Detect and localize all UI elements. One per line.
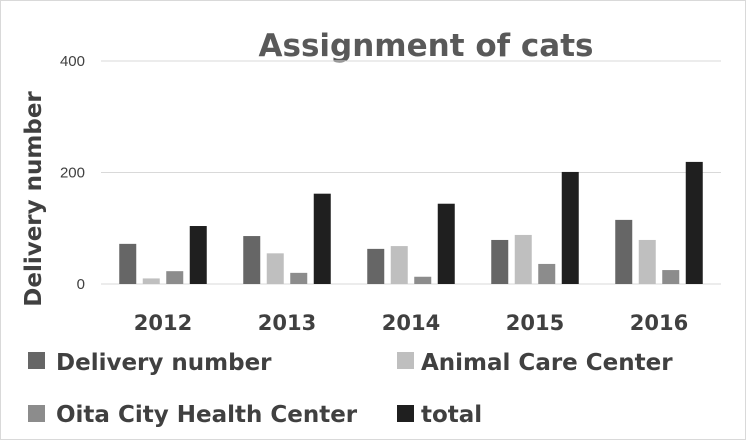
bar-2013-delivery-number <box>243 236 261 284</box>
bar-2014-animal-care-center <box>390 246 408 284</box>
x-tick-label-2014: 2014 <box>382 311 440 335</box>
x-tick-label-2013: 2013 <box>258 311 316 335</box>
bar-2014-oita-city-health-center <box>414 276 432 284</box>
bar-2014-delivery-number <box>367 248 385 284</box>
bar-2016-total <box>685 161 703 284</box>
bar-2012-delivery-number <box>119 243 137 284</box>
legend-swatch-oita-city-health-center <box>28 405 45 422</box>
bar-2016-oita-city-health-center <box>662 270 680 284</box>
bar-2012-animal-care-center <box>142 278 160 284</box>
bar-2016-animal-care-center <box>638 239 656 284</box>
chart-title: Assignment of cats <box>259 28 594 64</box>
x-tick-labels: 2012 2013 2014 2015 2016 <box>134 311 688 335</box>
bar-2012-total <box>189 226 207 284</box>
bar-2015-delivery-number <box>491 239 509 284</box>
bar-2015-total <box>561 171 579 284</box>
legend-swatch-delivery-number <box>28 352 45 369</box>
y-tick-label-200: 200 <box>60 165 85 182</box>
legend-label-total: total <box>421 402 482 428</box>
legend-swatch-animal-care-center <box>397 352 414 369</box>
bar-2015-oita-city-health-center <box>538 263 556 284</box>
x-tick-label-2012: 2012 <box>134 311 192 335</box>
legend-swatch-total <box>397 405 414 422</box>
y-axis-label: Delivery number <box>21 91 47 307</box>
bar-2014-total <box>437 203 455 284</box>
bar-2013-oita-city-health-center <box>290 272 308 284</box>
bar-2013-total <box>313 193 331 284</box>
bars <box>119 161 703 284</box>
y-tick-labels: 0 200 400 <box>60 53 85 293</box>
bar-2012-oita-city-health-center <box>166 271 184 284</box>
legend-label-oita-city-health-center: Oita City Health Center <box>56 402 358 428</box>
bar-2016-delivery-number <box>615 219 633 284</box>
bar-2015-animal-care-center <box>514 234 532 284</box>
y-tick-label-400: 400 <box>60 53 85 70</box>
x-tick-label-2016: 2016 <box>630 311 688 335</box>
legend-label-animal-care-center: Animal Care Center <box>421 350 673 376</box>
bar-2013-animal-care-center <box>266 253 284 284</box>
legend-label-delivery-number: Delivery number <box>56 350 272 376</box>
legend: Delivery number Animal Care Center Oita … <box>28 350 673 428</box>
x-tick-label-2015: 2015 <box>506 311 564 335</box>
y-tick-label-0: 0 <box>77 276 85 293</box>
